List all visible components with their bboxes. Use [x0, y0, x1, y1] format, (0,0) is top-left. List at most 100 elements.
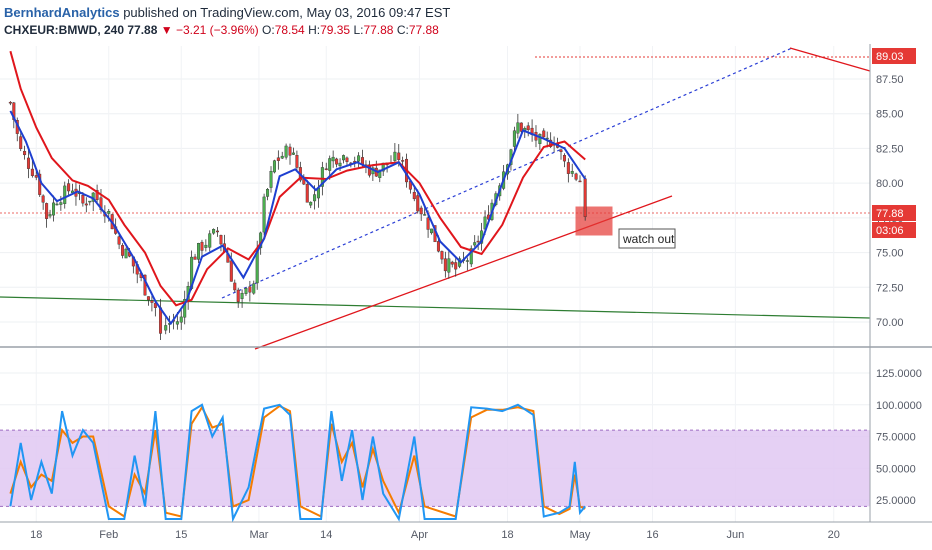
candle-body — [305, 184, 309, 203]
open-value: 78.54 — [274, 23, 305, 37]
time-axis[interactable]: 18 Feb 15 Mar 14 Apr 18 May 16 Jun 20 — [30, 529, 840, 541]
candle-body — [288, 146, 292, 156]
time-tick-label: Apr — [411, 529, 428, 541]
candle-body — [150, 300, 154, 303]
watch-out-annotation[interactable]: watch out — [618, 228, 676, 249]
candle-body — [280, 155, 284, 159]
time-tick-label: 20 — [828, 529, 840, 541]
close-label: C: — [396, 23, 409, 37]
candle-body — [262, 196, 266, 233]
candle-body — [331, 156, 335, 162]
price-tick-label: 70.00 — [876, 317, 904, 329]
price-tick-label: 82.50 — [876, 143, 904, 155]
current-price-label: 77.88 — [872, 205, 916, 221]
author-link[interactable]: BernhardAnalytics — [4, 5, 120, 20]
candle-body — [212, 228, 216, 234]
price-tick-label: 75.00 — [876, 248, 904, 260]
candle-body — [88, 200, 92, 203]
candle-body — [55, 203, 59, 206]
candle-body — [63, 185, 67, 204]
candle-body — [430, 228, 434, 234]
candle-body — [469, 248, 473, 265]
candle-body — [519, 122, 523, 132]
time-tick-label: 15 — [175, 529, 187, 541]
candle-body — [574, 173, 578, 180]
candle-body — [562, 155, 566, 162]
symbol-name[interactable]: CHXEUR:BMWD, 240 — [4, 23, 125, 37]
candle-body — [84, 203, 88, 206]
candle-body — [566, 162, 570, 174]
stochastic-tick-label: 25.0000 — [876, 495, 916, 507]
publish-line: BernhardAnalytics published on TradingVi… — [4, 5, 450, 20]
low-value: 77.88 — [363, 23, 394, 37]
candle-body — [175, 321, 179, 325]
candle-body — [559, 149, 563, 153]
time-tick-label: May — [570, 529, 591, 541]
stochastic-axis[interactable]: 25.0000 50.0000 75.0000 100.0000 125.0000 — [876, 368, 922, 507]
price-tick-label: 85.00 — [876, 109, 904, 121]
candle-body — [583, 178, 587, 217]
candle-body — [512, 130, 516, 147]
candle-body — [124, 248, 128, 259]
candle-body — [526, 125, 530, 131]
candle-body — [276, 157, 280, 161]
candle-body — [204, 244, 208, 248]
price-tick-label: 72.50 — [876, 282, 904, 294]
candle-body — [401, 160, 405, 162]
candle-body — [324, 168, 328, 170]
drawings-layer — [0, 47, 871, 350]
horizontal-trendline-green — [0, 296, 871, 319]
high-value: 79.35 — [320, 23, 351, 37]
candle-body — [412, 191, 416, 200]
candle-body — [153, 302, 157, 308]
bar-countdown-label: 03:06 — [872, 222, 916, 238]
candle-body — [516, 122, 520, 134]
candle-body — [95, 190, 99, 200]
candle-body — [291, 152, 295, 155]
candle-body — [443, 258, 447, 272]
price-tick-label: 80.00 — [876, 178, 904, 190]
price-tick-label: 87.50 — [876, 74, 904, 86]
candle-body — [8, 101, 12, 104]
candle-body — [200, 241, 204, 251]
close-value: 77.88 — [408, 23, 439, 37]
candle-body — [426, 217, 430, 230]
candle-body — [450, 261, 454, 265]
candle-body — [419, 207, 423, 215]
candle-body — [313, 194, 317, 202]
stochastic-tick-label: 125.0000 — [876, 368, 922, 380]
candle-body — [26, 157, 30, 169]
time-tick-label: 14 — [320, 529, 332, 541]
time-tick-label: Mar — [249, 529, 268, 541]
candle-body — [183, 299, 187, 318]
candle-body — [447, 258, 451, 273]
time-tick-label: 18 — [30, 529, 42, 541]
candle-body — [320, 167, 324, 187]
support-zone-box — [575, 206, 613, 236]
svg-text:89.03: 89.03 — [876, 51, 904, 63]
symbol-line: CHXEUR:BMWD, 240 77.88 ▼ −3.21 (−3.96%) … — [4, 23, 439, 37]
candle-body — [272, 160, 276, 173]
candle-body — [107, 211, 111, 214]
candle-body — [59, 202, 63, 205]
time-tick-label: 16 — [646, 529, 658, 541]
candle-body — [252, 283, 256, 294]
low-label: L: — [353, 23, 364, 37]
candle-body — [476, 240, 480, 243]
candle-body — [164, 325, 168, 331]
candle-body — [219, 235, 223, 245]
stochastic-k-line — [9, 403, 586, 523]
candle-body — [328, 158, 332, 171]
candle-body — [48, 214, 52, 217]
candle-body — [440, 251, 444, 260]
candle-body — [378, 169, 382, 178]
candle-body — [240, 292, 244, 299]
candle-body — [542, 130, 546, 138]
candle-body — [117, 236, 121, 245]
candle-body — [19, 136, 23, 150]
candle-body — [335, 158, 339, 165]
candle-body — [338, 162, 342, 167]
candle-body — [309, 201, 313, 206]
